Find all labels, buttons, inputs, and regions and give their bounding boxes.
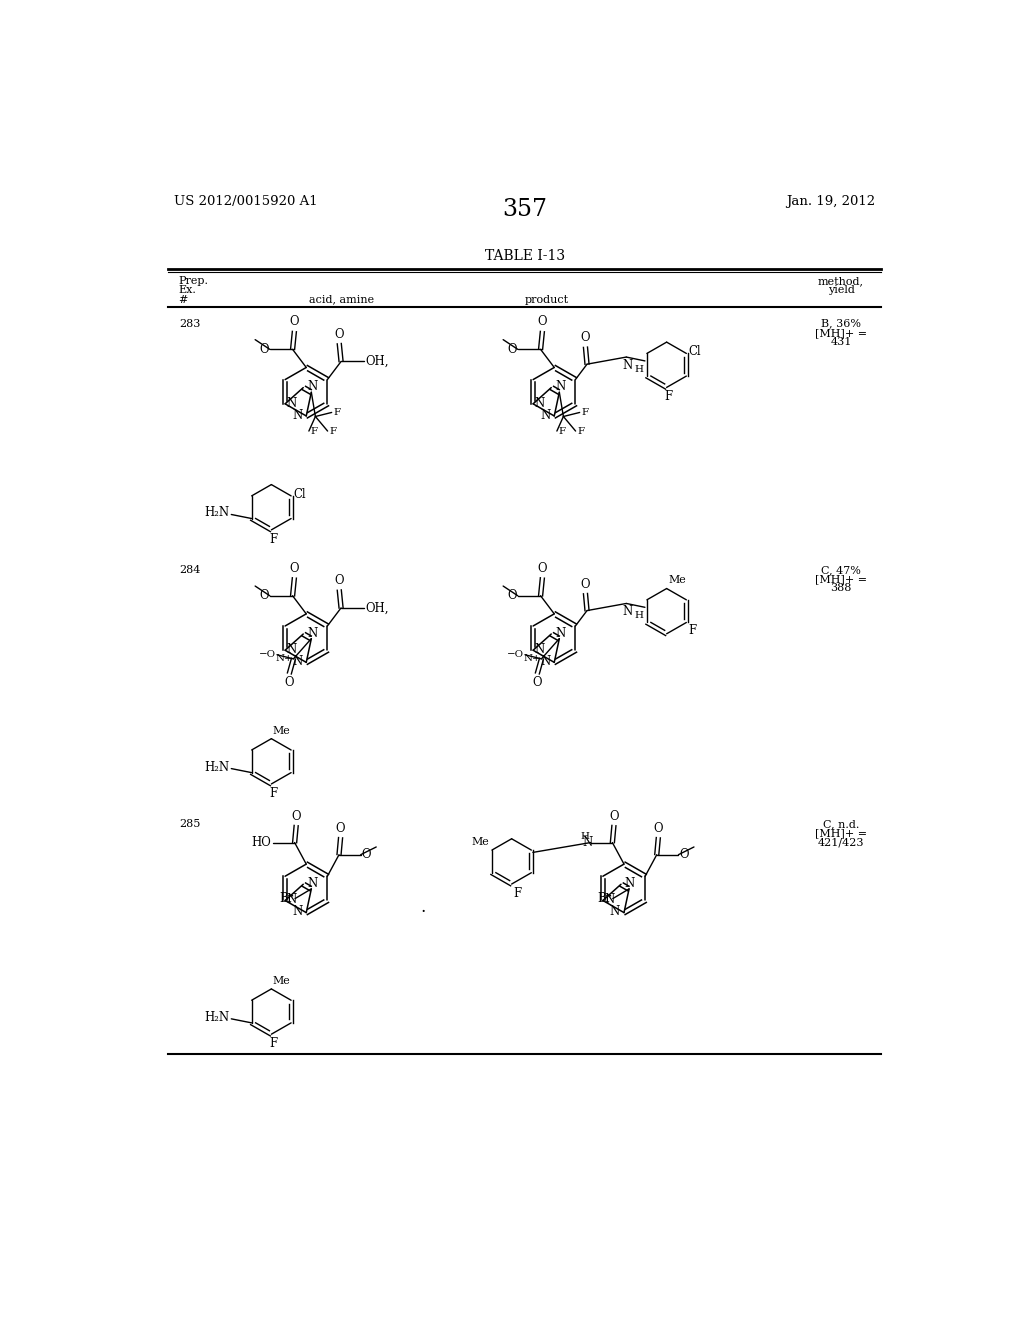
Text: N: N xyxy=(287,396,297,409)
Text: N: N xyxy=(292,655,302,668)
Text: O: O xyxy=(508,343,517,356)
Text: Ex.: Ex. xyxy=(178,285,197,296)
Text: F: F xyxy=(269,787,276,800)
Text: F: F xyxy=(513,887,521,900)
Text: H: H xyxy=(634,364,643,374)
Text: [MH]+ =: [MH]+ = xyxy=(815,829,867,838)
Text: Br: Br xyxy=(597,892,611,906)
Text: H₂N: H₂N xyxy=(204,507,229,520)
Text: Cl: Cl xyxy=(689,346,701,359)
Text: O: O xyxy=(335,327,344,341)
Text: C, n.d.: C, n.d. xyxy=(823,818,859,829)
Text: F: F xyxy=(269,1038,276,1051)
Text: N: N xyxy=(555,380,565,393)
Text: N: N xyxy=(287,894,297,907)
Text: −O: −O xyxy=(259,651,275,659)
Text: N: N xyxy=(307,876,317,890)
Text: F: F xyxy=(578,426,585,436)
Text: −O: −O xyxy=(507,651,523,659)
Text: yield: yield xyxy=(827,285,854,296)
Text: method,: method, xyxy=(818,276,864,286)
Text: product: product xyxy=(524,294,568,305)
Text: acid, amine: acid, amine xyxy=(308,294,374,305)
Text: N: N xyxy=(307,380,317,393)
Text: F: F xyxy=(558,426,565,436)
Text: O: O xyxy=(532,676,542,689)
Text: F: F xyxy=(310,426,317,436)
Text: N+: N+ xyxy=(275,655,293,664)
Text: O: O xyxy=(508,589,517,602)
Text: O: O xyxy=(538,315,547,329)
Text: O: O xyxy=(679,849,689,861)
Text: F: F xyxy=(333,408,340,417)
Text: 431: 431 xyxy=(830,337,852,347)
Text: 388: 388 xyxy=(830,583,852,594)
Text: Jan. 19, 2012: Jan. 19, 2012 xyxy=(786,195,876,209)
Text: TABLE I-13: TABLE I-13 xyxy=(484,249,565,263)
Text: F: F xyxy=(665,391,672,404)
Text: O: O xyxy=(285,676,294,689)
Text: HO: HO xyxy=(252,836,271,849)
Text: C, 47%: C, 47% xyxy=(821,565,861,576)
Text: N: N xyxy=(625,876,635,890)
Text: O: O xyxy=(259,343,269,356)
Text: O: O xyxy=(361,849,371,861)
Text: 421/423: 421/423 xyxy=(818,838,864,847)
Text: N: N xyxy=(540,409,550,421)
Text: O: O xyxy=(581,578,590,590)
Text: H: H xyxy=(634,611,643,620)
Text: H: H xyxy=(581,832,590,841)
Text: N: N xyxy=(292,906,302,919)
Text: Me: Me xyxy=(273,975,291,986)
Text: N: N xyxy=(540,655,550,668)
Text: Prep.: Prep. xyxy=(178,276,208,286)
Text: N: N xyxy=(292,409,302,421)
Text: N: N xyxy=(604,894,614,907)
Text: O: O xyxy=(538,562,547,576)
Text: OH,: OH, xyxy=(366,355,389,368)
Text: Me: Me xyxy=(472,837,489,847)
Text: 283: 283 xyxy=(179,318,201,329)
Text: N: N xyxy=(535,643,545,656)
Text: Br: Br xyxy=(280,892,294,906)
Text: OH,: OH, xyxy=(366,602,389,614)
Text: #: # xyxy=(178,294,187,305)
Text: Cl: Cl xyxy=(294,488,306,500)
Text: [MH]+ =: [MH]+ = xyxy=(815,574,867,585)
Text: N: N xyxy=(555,627,565,640)
Text: N: N xyxy=(623,605,633,618)
Text: O: O xyxy=(292,809,301,822)
Text: F: F xyxy=(689,624,696,638)
Text: 285: 285 xyxy=(179,818,201,829)
Text: N: N xyxy=(307,627,317,640)
Text: 357: 357 xyxy=(503,198,547,222)
Text: N+: N+ xyxy=(523,655,541,664)
Text: F: F xyxy=(269,533,276,546)
Text: F: F xyxy=(582,408,589,417)
Text: O: O xyxy=(581,331,590,345)
Text: O: O xyxy=(290,562,299,576)
Text: O: O xyxy=(290,315,299,329)
Text: [MH]+ =: [MH]+ = xyxy=(815,327,867,338)
Text: .: . xyxy=(420,899,425,916)
Text: N: N xyxy=(582,836,592,849)
Text: H₂N: H₂N xyxy=(204,760,229,774)
Text: B, 36%: B, 36% xyxy=(821,318,861,329)
Text: N: N xyxy=(623,359,633,372)
Text: O: O xyxy=(609,809,618,822)
Text: Me: Me xyxy=(273,726,291,735)
Text: O: O xyxy=(335,574,344,587)
Text: Me: Me xyxy=(669,576,686,586)
Text: N: N xyxy=(535,396,545,409)
Text: O: O xyxy=(259,589,269,602)
Text: N: N xyxy=(287,643,297,656)
Text: F: F xyxy=(329,426,336,436)
Text: N: N xyxy=(610,906,621,919)
Text: 284: 284 xyxy=(179,565,201,576)
Text: US 2012/0015920 A1: US 2012/0015920 A1 xyxy=(174,195,318,209)
Text: O: O xyxy=(336,821,345,834)
Text: H₂N: H₂N xyxy=(204,1011,229,1024)
Text: O: O xyxy=(653,821,664,834)
